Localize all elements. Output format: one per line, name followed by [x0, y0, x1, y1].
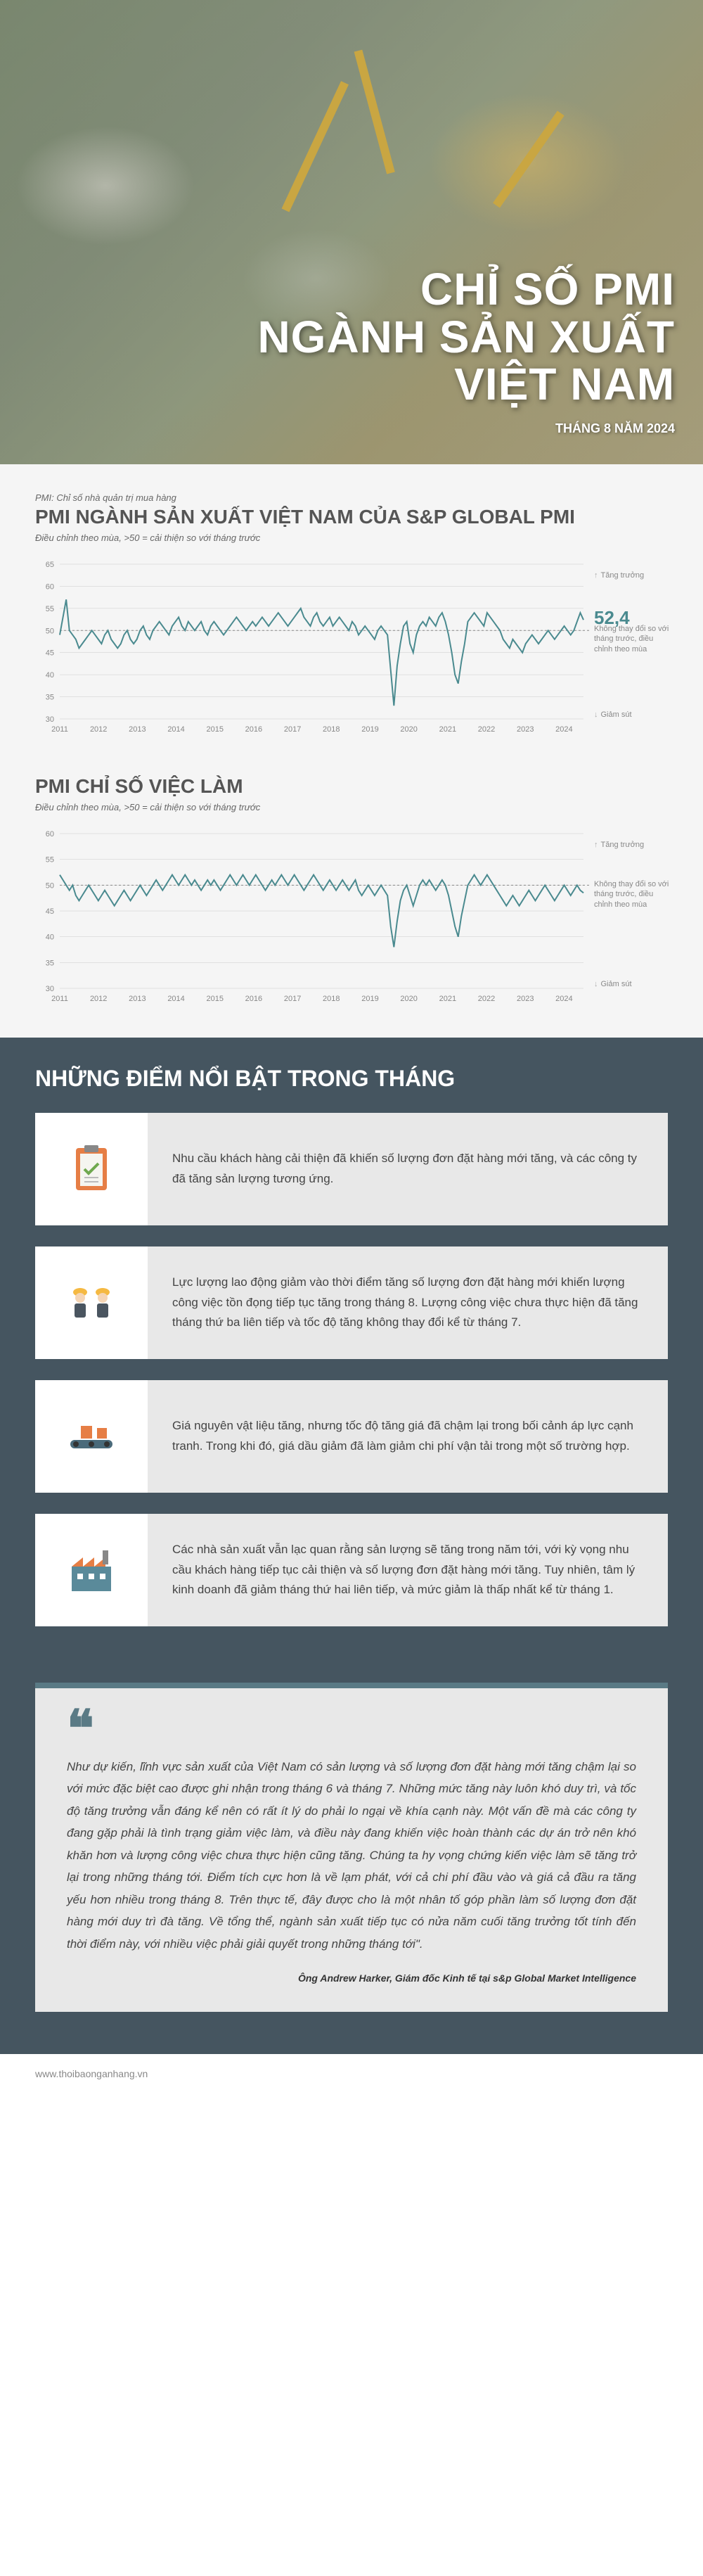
quote-section: ❝ Như dự kiến, lĩnh vực sản xuất của Việ… [0, 1683, 703, 2054]
svg-text:2016: 2016 [245, 995, 262, 1003]
chart1-svg: 30 35 40 45 50 55 60 65 2011 2012 2013 2014 2015 2016… [35, 557, 668, 740]
svg-text:2020: 2020 [400, 725, 417, 734]
label-growth: ↑Tăng trưởng [594, 841, 644, 849]
svg-text:2018: 2018 [323, 995, 340, 1003]
chart2-right-labels: ↑Tăng trưởng Không thay đổi so với tháng… [594, 827, 671, 1009]
svg-text:45: 45 [46, 649, 54, 658]
svg-text:30: 30 [46, 715, 54, 724]
svg-text:2013: 2013 [129, 995, 146, 1003]
svg-text:2024: 2024 [555, 995, 572, 1003]
highlight-row: Lực lượng lao động giảm vào thời điểm tă… [35, 1246, 668, 1359]
chart1-right-labels: ↑Tăng trưởng Không thay đổi so với tháng… [594, 557, 671, 740]
label-nochange: Không thay đổi so với tháng trước, điều … [594, 879, 671, 910]
svg-text:2015: 2015 [206, 725, 223, 734]
highlight-text: Giá nguyên vật liệu tăng, nhưng tốc độ t… [148, 1380, 668, 1493]
chart1-note: Điều chỉnh theo mùa, >50 = cải thiện so … [35, 533, 668, 543]
svg-text:35: 35 [46, 959, 54, 967]
chart2-title: PMI CHỈ SỐ VIỆC LÀM [35, 775, 668, 798]
highlight-text: Lực lượng lao động giảm vào thời điểm tă… [148, 1246, 668, 1359]
highlights-list: Nhu cầu khách hàng cải thiện đã khiến số… [0, 1113, 703, 1683]
chart1-supertitle: PMI: Chỉ số nhà quản trị mua hàng [35, 492, 668, 503]
svg-text:55: 55 [46, 605, 54, 613]
svg-text:2020: 2020 [400, 995, 417, 1003]
footer-url: www.thoibaonganhang.vn [0, 2054, 703, 2093]
svg-text:2022: 2022 [478, 725, 495, 734]
svg-text:35: 35 [46, 694, 54, 702]
svg-text:2013: 2013 [129, 725, 146, 734]
quote-text: Như dự kiến, lĩnh vực sản xuất của Việt … [67, 1756, 636, 1955]
hero-image: CHỈ SỐ PMI NGÀNH SẢN XUẤT VIỆT NAM THÁNG… [0, 0, 703, 464]
chart2-section: PMI CHỈ SỐ VIỆC LÀM Điều chỉnh theo mùa,… [0, 768, 703, 1038]
chart1-section: PMI: Chỉ số nhà quản trị mua hàng PMI NG… [0, 464, 703, 768]
quote-author: Ông Andrew Harker, Giám đốc Kinh tế tại … [67, 1972, 636, 1984]
svg-text:2012: 2012 [90, 725, 107, 734]
svg-text:2016: 2016 [245, 725, 262, 734]
svg-text:50: 50 [46, 881, 54, 890]
chart1-current-value: 52,4 [594, 607, 630, 629]
svg-text:2012: 2012 [90, 995, 107, 1003]
svg-text:2019: 2019 [361, 995, 378, 1003]
label-growth: ↑Tăng trưởng [594, 571, 644, 580]
chart2-wrap: 30 35 40 45 50 55 60 2011 2012 2013 2014 2015 2016 20… [35, 827, 668, 1009]
svg-text:2017: 2017 [284, 995, 301, 1003]
svg-text:2024: 2024 [555, 725, 572, 734]
svg-text:2022: 2022 [478, 995, 495, 1003]
svg-text:2023: 2023 [517, 995, 534, 1003]
svg-text:50: 50 [46, 627, 54, 635]
svg-text:30: 30 [46, 985, 54, 993]
hero-title-line: NGÀNH SẢN XUẤT [257, 312, 675, 362]
svg-text:40: 40 [46, 671, 54, 680]
hero-title-line: VIỆT NAM [454, 359, 675, 409]
svg-text:2021: 2021 [439, 725, 456, 734]
hero-title-line: CHỈ SỐ PMI [420, 264, 675, 314]
svg-text:2021: 2021 [439, 995, 456, 1003]
svg-text:2011: 2011 [51, 725, 68, 734]
svg-text:45: 45 [46, 907, 54, 916]
svg-text:2019: 2019 [361, 725, 378, 734]
clipboard-icon [35, 1113, 148, 1225]
quote-box: ❝ Như dự kiến, lĩnh vực sản xuất của Việ… [35, 1683, 668, 2012]
svg-text:65: 65 [46, 561, 54, 569]
svg-text:60: 60 [46, 830, 54, 839]
workers-icon [35, 1246, 148, 1359]
highlight-row: Các nhà sản xuất vẫn lạc quan rằng sản l… [35, 1514, 668, 1626]
svg-text:2017: 2017 [284, 725, 301, 734]
svg-text:2015: 2015 [206, 995, 223, 1003]
chart1-wrap: 30 35 40 45 50 55 60 65 2011 2012 2013 2014 2015 2016… [35, 557, 668, 740]
highlight-text: Nhu cầu khách hàng cải thiện đã khiến số… [148, 1113, 668, 1225]
svg-text:2014: 2014 [167, 725, 184, 734]
hero-date: THÁNG 8 NĂM 2024 [555, 421, 675, 436]
highlights-title: NHỮNG ĐIỂM NỔI BẬT TRONG THÁNG [0, 1038, 703, 1113]
svg-text:2014: 2014 [167, 995, 184, 1003]
highlight-text: Các nhà sản xuất vẫn lạc quan rằng sản l… [148, 1514, 668, 1626]
svg-text:2018: 2018 [323, 725, 340, 734]
chart1-title: PMI NGÀNH SẢN XUẤT VIỆT NAM CỦA S&P GLOB… [35, 506, 668, 528]
svg-text:2011: 2011 [51, 995, 68, 1003]
hero-title: CHỈ SỐ PMI NGÀNH SẢN XUẤT VIỆT NAM [257, 266, 675, 408]
chart2-svg: 30 35 40 45 50 55 60 2011 2012 2013 2014 2015 2016 20… [35, 827, 668, 1009]
quote-mark-icon: ❝ [67, 1716, 636, 1742]
svg-text:55: 55 [46, 856, 54, 865]
highlight-row: Giá nguyên vật liệu tăng, nhưng tốc độ t… [35, 1380, 668, 1493]
highlight-row: Nhu cầu khách hàng cải thiện đã khiến số… [35, 1113, 668, 1225]
svg-text:40: 40 [46, 933, 54, 942]
svg-text:2023: 2023 [517, 725, 534, 734]
svg-text:60: 60 [46, 582, 54, 591]
label-decline: ↓Giảm sút [594, 710, 632, 719]
chart2-note: Điều chỉnh theo mùa, >50 = cải thiện so … [35, 802, 668, 812]
label-decline: ↓Giảm sút [594, 980, 632, 988]
factory-icon [35, 1514, 148, 1626]
conveyor-icon [35, 1380, 148, 1493]
